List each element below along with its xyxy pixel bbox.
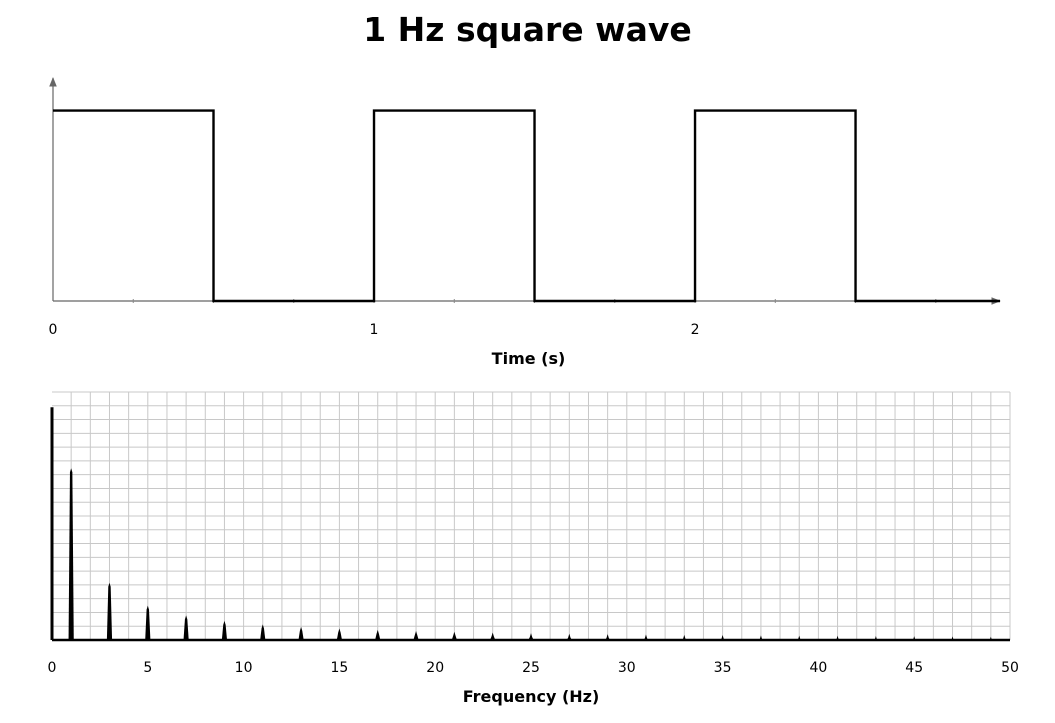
x-tick-label: 2: [691, 322, 700, 338]
x-tick-label: 40: [809, 660, 827, 676]
x-tick-label: 5: [143, 660, 152, 676]
harmonic-bar: [949, 636, 956, 641]
harmonic-bar: [260, 624, 266, 640]
harmonic-bar: [490, 632, 496, 640]
harmonic-bar: [681, 634, 687, 640]
harmonic-bar: [106, 582, 113, 640]
harmonic-bar: [183, 615, 189, 640]
harmonic-bar: [298, 626, 304, 640]
time-domain-plot: 0 1 2 Time (s): [49, 77, 1001, 368]
x-tick-label: 10: [235, 660, 253, 676]
x-axis-title: Frequency (Hz): [463, 687, 600, 706]
harmonic-bar: [720, 635, 726, 640]
harmonic-bar: [796, 635, 802, 640]
square-wave-line: [53, 109, 1000, 303]
harmonic-bar: [221, 620, 228, 640]
harmonic-bar: [643, 634, 649, 640]
harmonic-bar: [68, 468, 74, 640]
x-axis-title: Time (s): [492, 349, 566, 368]
harmonic-bar: [336, 628, 342, 640]
x-tick-label: 20: [426, 660, 444, 676]
x-tick-label: 30: [618, 660, 636, 676]
harmonic-bar: [145, 605, 151, 640]
harmonic-bar: [413, 631, 419, 640]
harmonic-bar: [988, 636, 994, 641]
x-tick-label: 15: [330, 660, 348, 676]
frequency-spectrum-plot: 0 5 10 15 20 25 30 35 40 45 50 Frequency (Hz): [48, 391, 1019, 706]
x-tick-label: 35: [714, 660, 732, 676]
harmonic-bar: [375, 629, 381, 640]
x-tick-label: 1: [370, 322, 379, 338]
harmonic-bar: [566, 633, 572, 640]
harmonic-bar: [873, 635, 879, 640]
harmonic-bar: [911, 636, 917, 641]
chart-title: 1 Hz square wave: [363, 10, 692, 49]
x-tick-label: 50: [1001, 660, 1019, 676]
harmonic-bar: [528, 633, 534, 640]
harmonic-bar: [605, 634, 611, 640]
x-tick-label: 45: [905, 660, 923, 676]
harmonic-bar: [834, 635, 841, 640]
harmonic-bar: [758, 635, 764, 640]
x-tick-label: 0: [48, 660, 57, 676]
x-tick-label: 25: [522, 660, 540, 676]
harmonic-bar: [451, 631, 457, 640]
x-tick-label: 0: [49, 322, 58, 338]
